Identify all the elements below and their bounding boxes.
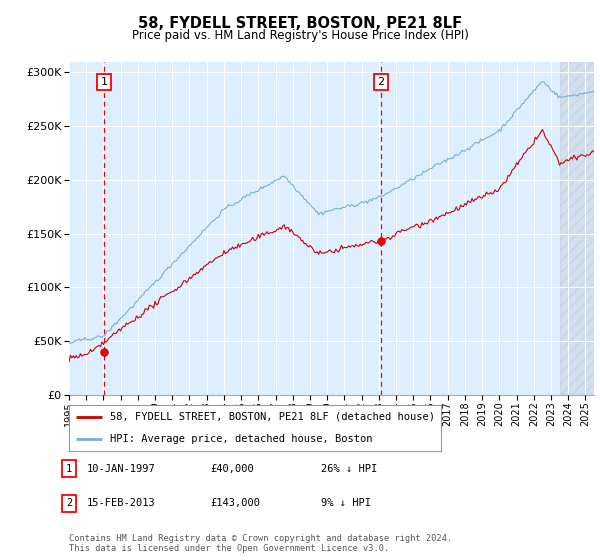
- Point: [376, 237, 386, 246]
- Text: £40,000: £40,000: [210, 464, 254, 474]
- Text: 9% ↓ HPI: 9% ↓ HPI: [321, 498, 371, 508]
- Text: HPI: Average price, detached house, Boston: HPI: Average price, detached house, Bost…: [110, 435, 373, 444]
- Text: 1: 1: [66, 464, 72, 474]
- Text: 58, FYDELL STREET, BOSTON, PE21 8LF: 58, FYDELL STREET, BOSTON, PE21 8LF: [138, 16, 462, 31]
- Text: Price paid vs. HM Land Registry's House Price Index (HPI): Price paid vs. HM Land Registry's House …: [131, 29, 469, 42]
- Text: 1: 1: [101, 77, 107, 87]
- Text: 2: 2: [66, 498, 72, 508]
- Text: £143,000: £143,000: [210, 498, 260, 508]
- Text: 10-JAN-1997: 10-JAN-1997: [87, 464, 156, 474]
- Text: 26% ↓ HPI: 26% ↓ HPI: [321, 464, 377, 474]
- Bar: [560, 62, 596, 395]
- Text: 58, FYDELL STREET, BOSTON, PE21 8LF (detached house): 58, FYDELL STREET, BOSTON, PE21 8LF (det…: [110, 412, 435, 422]
- Text: 15-FEB-2013: 15-FEB-2013: [87, 498, 156, 508]
- Point: [100, 347, 109, 356]
- Text: 2: 2: [377, 77, 385, 87]
- Text: Contains HM Land Registry data © Crown copyright and database right 2024.
This d: Contains HM Land Registry data © Crown c…: [69, 534, 452, 553]
